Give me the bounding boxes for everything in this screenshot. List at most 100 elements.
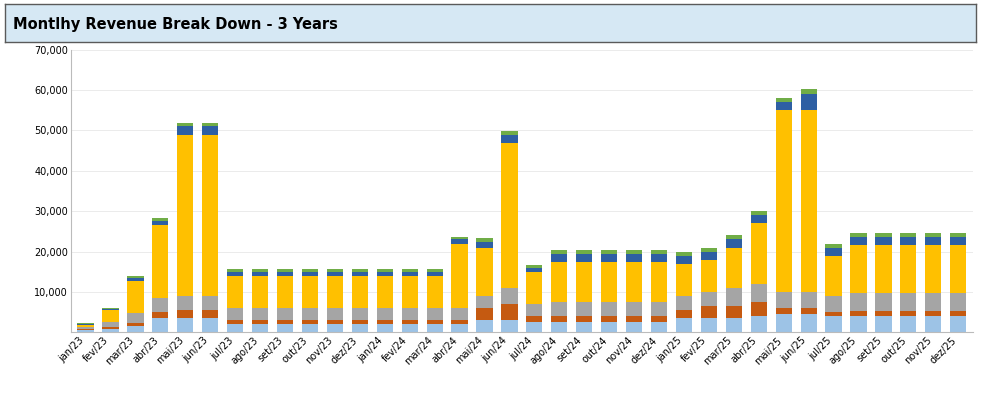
Bar bbox=[925, 245, 942, 293]
Bar bbox=[352, 272, 368, 276]
Bar bbox=[601, 262, 617, 302]
Bar bbox=[750, 211, 767, 215]
Bar bbox=[302, 272, 318, 276]
Bar bbox=[327, 320, 343, 324]
Bar bbox=[776, 314, 792, 332]
Bar bbox=[800, 110, 817, 292]
Bar bbox=[875, 293, 892, 311]
Bar bbox=[377, 269, 392, 272]
Bar bbox=[77, 330, 94, 332]
Bar bbox=[950, 311, 966, 316]
Bar bbox=[851, 293, 866, 311]
Bar bbox=[102, 329, 119, 332]
Bar bbox=[302, 320, 318, 324]
Bar bbox=[651, 262, 667, 302]
Bar bbox=[227, 272, 243, 276]
Bar bbox=[178, 135, 193, 296]
Bar bbox=[102, 309, 119, 310]
Bar bbox=[401, 308, 418, 320]
Bar bbox=[925, 311, 942, 316]
Bar bbox=[477, 242, 492, 248]
Bar bbox=[651, 254, 667, 262]
Bar bbox=[178, 310, 193, 318]
Bar bbox=[252, 320, 268, 324]
Bar bbox=[726, 248, 742, 288]
Bar bbox=[427, 324, 442, 332]
Bar bbox=[800, 89, 817, 94]
Bar bbox=[178, 127, 193, 135]
Bar bbox=[800, 308, 817, 314]
Bar bbox=[551, 316, 567, 322]
Bar bbox=[601, 302, 617, 316]
Bar bbox=[427, 320, 442, 324]
Bar bbox=[352, 269, 368, 272]
Bar bbox=[128, 278, 143, 281]
Bar bbox=[851, 237, 866, 245]
Bar bbox=[875, 311, 892, 316]
Bar bbox=[401, 320, 418, 324]
Bar bbox=[128, 281, 143, 313]
Bar bbox=[750, 223, 767, 284]
Bar bbox=[901, 233, 916, 237]
Bar bbox=[377, 308, 392, 320]
Bar bbox=[277, 308, 293, 320]
Bar bbox=[825, 316, 842, 332]
Bar bbox=[950, 245, 966, 293]
Bar bbox=[576, 262, 593, 302]
Bar bbox=[626, 254, 643, 262]
Bar bbox=[277, 272, 293, 276]
Bar bbox=[227, 308, 243, 320]
Bar bbox=[302, 324, 318, 332]
Bar bbox=[576, 322, 593, 332]
Bar bbox=[700, 306, 717, 318]
Bar bbox=[302, 269, 318, 272]
Bar bbox=[700, 248, 717, 252]
Bar bbox=[726, 236, 742, 240]
Bar bbox=[601, 316, 617, 322]
Bar bbox=[776, 98, 792, 102]
Bar bbox=[202, 296, 219, 310]
Bar bbox=[676, 252, 692, 256]
Bar bbox=[800, 314, 817, 332]
Bar bbox=[202, 310, 219, 318]
Bar bbox=[427, 272, 442, 276]
Bar bbox=[401, 276, 418, 308]
Bar bbox=[925, 233, 942, 237]
Bar bbox=[800, 94, 817, 110]
Bar bbox=[626, 316, 643, 322]
Bar bbox=[102, 308, 119, 309]
Bar bbox=[901, 316, 916, 332]
Bar bbox=[551, 322, 567, 332]
Bar bbox=[202, 318, 219, 332]
Bar bbox=[551, 302, 567, 316]
Bar bbox=[427, 269, 442, 272]
Bar bbox=[128, 323, 143, 326]
Bar bbox=[252, 308, 268, 320]
Bar bbox=[601, 322, 617, 332]
Bar bbox=[501, 320, 518, 332]
Bar bbox=[576, 250, 593, 254]
Bar bbox=[252, 272, 268, 276]
Bar bbox=[626, 322, 643, 332]
Bar bbox=[925, 316, 942, 332]
Bar bbox=[227, 269, 243, 272]
Bar bbox=[776, 308, 792, 314]
Bar bbox=[152, 225, 169, 298]
Bar bbox=[427, 308, 442, 320]
Bar bbox=[102, 327, 119, 329]
Text: Montlhy Revenue Break Down - 3 Years: Montlhy Revenue Break Down - 3 Years bbox=[13, 17, 337, 32]
Bar bbox=[252, 269, 268, 272]
Bar bbox=[451, 240, 468, 244]
Bar bbox=[526, 268, 542, 272]
Bar bbox=[851, 245, 866, 293]
Bar bbox=[576, 302, 593, 316]
Bar bbox=[327, 308, 343, 320]
Bar bbox=[501, 131, 518, 135]
Bar bbox=[178, 123, 193, 127]
Bar bbox=[227, 276, 243, 308]
Bar bbox=[651, 250, 667, 254]
Bar bbox=[825, 244, 842, 248]
Bar bbox=[950, 293, 966, 311]
Bar bbox=[700, 318, 717, 332]
Bar bbox=[377, 276, 392, 308]
